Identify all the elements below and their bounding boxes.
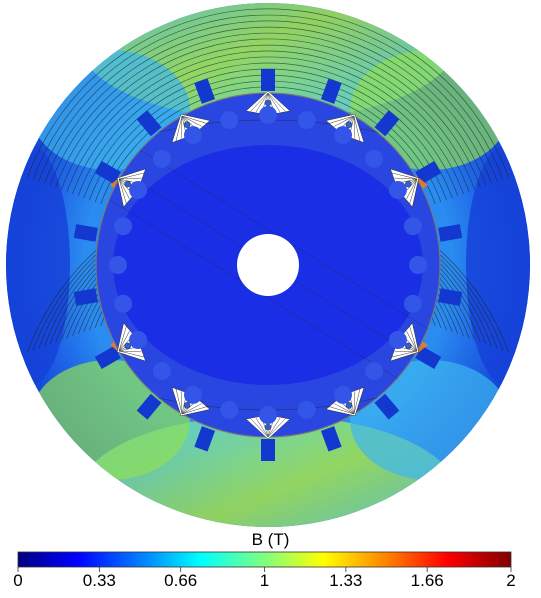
stator-slot [73,288,98,306]
flux-contour [55,38,481,188]
rotor-bars [109,106,427,424]
colorbar-gradient [17,551,512,568]
flux-contour [27,8,509,178]
colorbar-tick-label: 0.66 [164,571,198,590]
shaft-hole [237,234,299,296]
rotor-bar [297,111,316,130]
stator-slot [94,345,121,370]
rotor-bar [184,385,202,404]
colorbar-tick-label: 2 [506,571,516,590]
colorbar-tick-label: 0 [13,571,23,590]
rotor-bar [109,256,127,274]
rotor-bar [114,294,133,313]
rotor-bar [152,149,171,168]
stator-slot [194,426,216,452]
rotor-bar [388,181,407,199]
stator-slot [374,393,400,420]
flux-contour [72,56,464,195]
stator-slot [320,426,342,452]
rotor-bar [403,294,422,313]
winding-coil [245,90,291,116]
colorbar-tick-label: 0.33 [82,571,116,590]
stator-slot [261,439,275,461]
colorbar-tick-label: 1.33 [329,571,363,590]
rotor-bar [184,126,202,145]
rotor-bar [129,331,148,349]
flux-contour [38,20,498,182]
colorbar-tick-label: 1 [259,571,270,590]
stator-slot [261,69,275,91]
colorbar-tick-label: 1.66 [410,571,444,590]
stator-slot [415,345,442,370]
stator-slot [136,110,162,137]
rotor-bar [297,400,316,419]
rotor-bar [388,331,407,349]
colorbar-title: B (T) [251,530,290,549]
flux-contour [77,62,459,197]
rotor-bar [409,256,427,274]
stator-slot [438,288,463,306]
rotor-bar [365,362,384,381]
stator-slot [136,393,162,420]
rotor-bar [152,362,171,381]
flux-contour [66,50,470,192]
flux-contour [44,26,492,184]
rotor-bar [334,126,352,145]
stator-slot [73,224,98,242]
rotor-bar [403,217,422,236]
flux-contour [83,68,453,199]
stator-slot [320,78,342,104]
stator-slot [94,160,121,185]
stator-slot [374,110,400,137]
rotor-bar [114,217,133,236]
rotor-bar [220,400,239,419]
stator-slot [194,78,216,104]
flux-contour [32,14,504,180]
stator-slots [73,69,463,461]
stator-slot [415,160,442,185]
rotor-bar [334,385,352,404]
rotor-bar [220,111,239,130]
rotor-bar [129,181,148,199]
colorbar [17,551,512,572]
rotor-bar [259,106,277,124]
rotor-bar [259,406,277,424]
stator-slot [438,224,463,242]
flux-contour [49,32,487,186]
flux-contour [60,44,476,190]
colorbar-ticks [17,567,512,572]
rotor-bar [365,149,384,168]
